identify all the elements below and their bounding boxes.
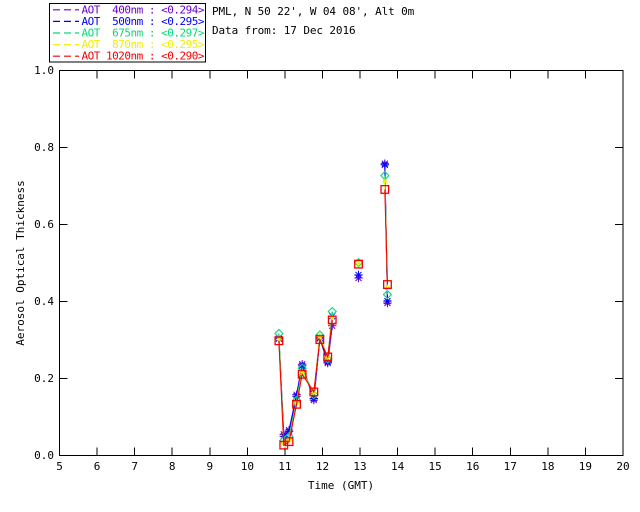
x-tick-label: 19 [579,460,592,473]
y-tick-label: 0.8 [34,141,54,154]
x-tick-label: 6 [94,460,101,473]
data-point-marker [383,296,392,306]
x-tick-label: 18 [541,460,554,473]
series-aot-500nm [274,160,392,441]
x-tick-label: 12 [316,460,329,473]
data-point-marker [355,260,362,267]
station-info-text: PML, N 50 22', W 04 08', Alt 0m [212,5,415,18]
plot-border [59,70,624,456]
data-point-marker [382,289,393,300]
x-tick-label: 17 [504,460,517,473]
x-tick-label: 20 [616,460,629,473]
y-tick-label: 0.6 [34,218,54,231]
y-axis-title: Aerosol Optical Thickness [14,180,27,346]
x-tick-label: 13 [353,460,366,473]
legend-item-label: AOT 400nm : <0.294> [82,3,205,16]
legend-item-label: AOT 675nm : <0.297> [82,27,205,40]
data-point-marker [274,336,284,346]
legend-item: AOT 1020nm : <0.290> [53,50,205,63]
series-aot-400nm [274,159,392,439]
data-point-marker [353,257,364,268]
data-date-text: Data from: 17 Dec 2016 [212,24,356,37]
x-tick-label: 7 [131,460,138,473]
data-point-marker [380,160,390,170]
x-tick-label: 5 [56,460,63,473]
x-tick-label: 15 [429,460,442,473]
y-tick-label: 0.2 [34,372,54,385]
legend-item-label: AOT 1020nm : <0.290> [82,50,205,63]
data-point-marker [309,389,319,400]
data-point-marker [381,178,388,185]
data-point-marker [384,284,391,291]
data-point-marker [327,315,337,325]
data-point-marker [284,437,294,447]
data-point-marker [292,399,301,409]
data-point-marker [354,259,363,269]
data-point-marker [354,270,363,280]
series-aot-1020nm [274,185,392,450]
data-point-marker [380,185,390,194]
legend-item: AOT 870nm : <0.295> [53,38,205,51]
y-tick-label: 0.0 [34,449,54,462]
legend-item: AOT 500nm : <0.295> [53,15,205,28]
data-point-marker [383,280,392,290]
legend-item-label: AOT 870nm : <0.295> [82,38,205,51]
x-tick-label: 14 [391,460,405,473]
y-tick-label: 1.0 [34,64,54,77]
axes-frame: 5 6 7 8 9 10 11 12 13 14 15 16 17 18 19 20 0.0 0.2 0.4 0.6 0… [34,64,630,473]
x-tick-label: 9 [206,460,213,473]
data-point-marker [297,369,307,379]
legend-item-label: AOT 500nm : <0.295> [82,15,205,28]
data-series-layer [274,159,393,450]
x-tick-label: 16 [466,460,479,473]
y-tick-label: 0.4 [34,295,54,308]
data-point-marker [309,387,319,397]
x-tick-label: 10 [241,460,254,473]
x-axis-title: Time (GMT) [308,479,374,492]
data-point-marker [323,352,333,362]
legend-item: AOT 675nm : <0.297> [53,27,205,40]
data-point-marker [316,333,323,340]
data-point-marker [315,335,325,345]
series-line [384,189,389,285]
x-tick-label: 8 [169,460,176,473]
x-tick-label: 11 [278,460,291,473]
legend-box: AOT 400nm : <0.294>AOT 500nm : <0.295>AO… [49,3,206,63]
legend-item: AOT 400nm : <0.294> [53,3,205,16]
